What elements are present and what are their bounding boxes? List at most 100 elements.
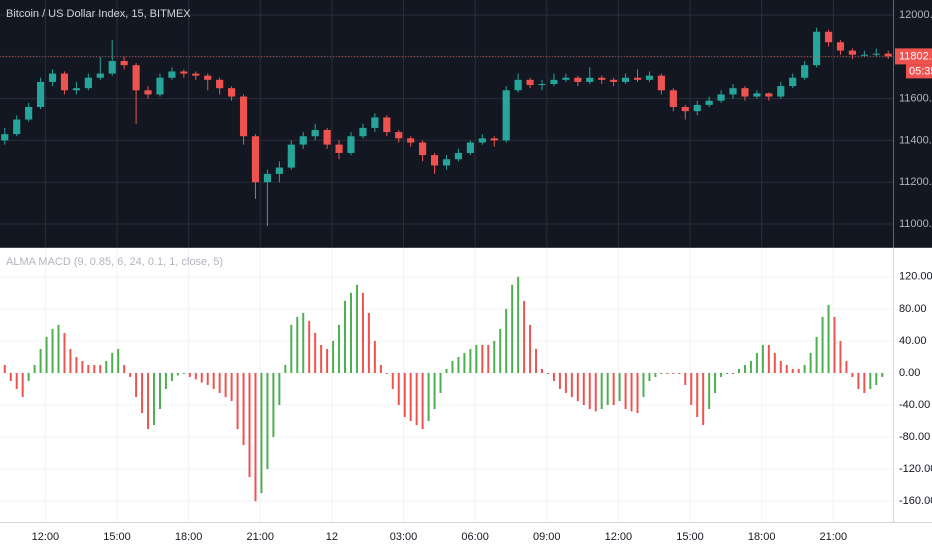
candle-body xyxy=(598,77,606,80)
histogram-bar xyxy=(69,348,72,373)
histogram-bar xyxy=(821,316,824,373)
histogram-bar xyxy=(773,352,776,373)
histogram-bar xyxy=(737,368,740,373)
candle-body xyxy=(574,77,582,82)
indicator-title: ALMA MACD (9, 0.85, 6, 24, 0.1, 1, close… xyxy=(6,256,223,268)
countdown-label: 05:35 xyxy=(909,65,932,77)
histogram-bar xyxy=(224,372,227,398)
histogram-bar xyxy=(260,372,263,494)
x-tick-label: 15:00 xyxy=(103,531,131,543)
histogram-bar xyxy=(433,372,436,410)
histogram-bar xyxy=(176,372,179,376)
candle-body xyxy=(419,142,427,156)
x-tick-label: 15:00 xyxy=(676,531,704,543)
y-tick-label: -80.00 xyxy=(899,431,930,443)
histogram-bar xyxy=(75,356,78,373)
histogram-bar xyxy=(266,372,269,470)
candle-body xyxy=(84,77,92,89)
histogram-bar xyxy=(552,372,555,381)
histogram-bar xyxy=(111,352,114,373)
candle-body xyxy=(407,138,415,143)
countdown-badge xyxy=(906,64,932,79)
histogram-bar xyxy=(851,372,854,377)
histogram-bar xyxy=(326,348,329,373)
histogram-bar xyxy=(726,372,729,374)
histogram-bar xyxy=(690,372,693,406)
histogram-bar xyxy=(779,360,782,373)
histogram-bar xyxy=(141,372,144,414)
histogram-bar xyxy=(81,360,84,373)
y-tick-label: 11600.00 xyxy=(899,93,932,105)
histogram-bar xyxy=(487,344,490,373)
histogram-bar xyxy=(702,372,705,426)
histogram-bar xyxy=(93,364,96,373)
candle-body xyxy=(490,138,498,141)
histogram-bar xyxy=(164,372,167,390)
candle-body xyxy=(526,79,534,86)
candle-body xyxy=(610,79,618,82)
candle-body xyxy=(347,136,355,153)
x-tick-label: 03:00 xyxy=(390,531,418,543)
histogram-bar xyxy=(39,348,42,373)
candle-body xyxy=(168,71,176,78)
candle-body xyxy=(335,144,343,153)
histogram-bar xyxy=(421,372,424,430)
candle-body xyxy=(860,54,868,56)
histogram-bar xyxy=(666,372,669,374)
histogram-bar xyxy=(33,364,36,373)
histogram-bar xyxy=(618,372,621,402)
histogram-bar xyxy=(463,352,466,373)
histogram-bar xyxy=(87,364,90,373)
histogram-bar xyxy=(373,340,376,373)
candle-body xyxy=(132,65,140,91)
candle-body xyxy=(741,88,749,97)
candle-body xyxy=(275,167,283,174)
x-tick-label: 12 xyxy=(326,531,338,543)
candle-body xyxy=(836,42,845,51)
y-tick-label: 11000.00 xyxy=(899,218,932,230)
histogram-bar xyxy=(403,372,406,418)
histogram-bar xyxy=(720,372,723,377)
histogram-bar xyxy=(45,336,48,373)
histogram-bar xyxy=(558,372,561,390)
histogram-bar xyxy=(600,372,603,410)
histogram-bar xyxy=(212,372,215,390)
candle-body xyxy=(777,86,785,97)
histogram-bar xyxy=(857,372,860,390)
histogram-bar xyxy=(385,372,388,374)
histogram-bar xyxy=(200,372,203,383)
last-price-badge xyxy=(895,48,932,65)
histogram-bar xyxy=(475,344,478,373)
histogram-bar xyxy=(349,292,352,373)
histogram-bar xyxy=(791,368,794,373)
candle-body xyxy=(848,50,856,55)
candle-body xyxy=(108,61,116,74)
histogram-bar xyxy=(863,372,866,394)
y-tick-label: -120.00 xyxy=(899,463,932,475)
histogram-bar xyxy=(714,372,717,394)
candle-body xyxy=(789,77,797,87)
histogram-bar xyxy=(499,328,502,373)
histogram-bar xyxy=(684,372,687,385)
candle-body xyxy=(813,31,821,66)
histogram-bar xyxy=(123,364,126,373)
histogram-bar xyxy=(755,352,758,373)
histogram-bar xyxy=(117,348,120,373)
histogram-bar xyxy=(523,300,526,373)
candle-body xyxy=(25,106,33,120)
histogram-bar xyxy=(409,372,412,422)
histogram-bar xyxy=(594,372,597,412)
histogram-bar xyxy=(642,372,645,398)
histogram-bar xyxy=(308,320,311,373)
histogram-bar xyxy=(803,364,806,373)
histogram-bar xyxy=(881,372,884,377)
candle-body xyxy=(621,77,630,82)
histogram-bar xyxy=(397,372,400,406)
histogram-bar xyxy=(809,352,812,373)
histogram-bar xyxy=(278,372,281,406)
histogram-bar xyxy=(708,372,711,410)
histogram-bar xyxy=(517,276,520,373)
histogram-bar xyxy=(427,372,430,422)
histogram-bar xyxy=(797,368,800,373)
